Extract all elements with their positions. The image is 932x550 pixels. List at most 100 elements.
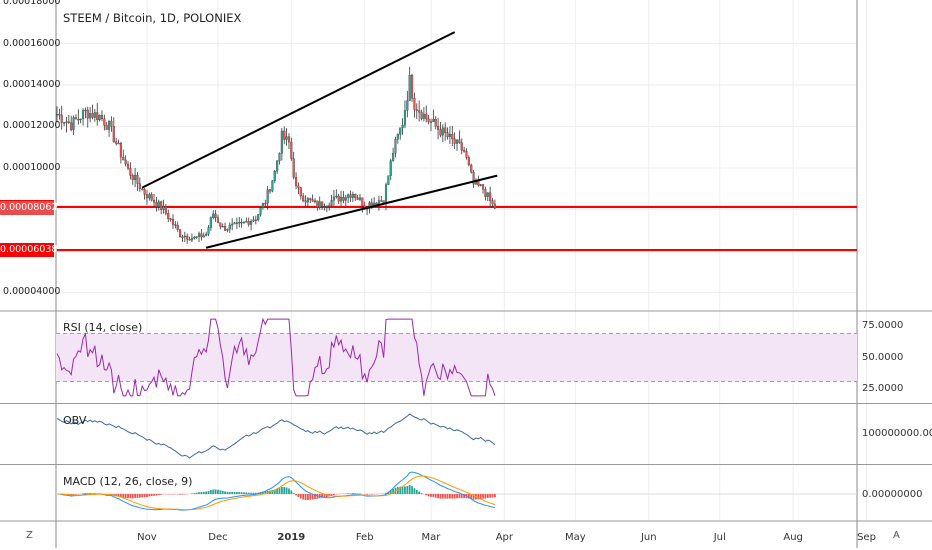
candle-body: [193, 237, 196, 239]
macd-histogram-bar: [477, 494, 480, 500]
macd-tick: 0.00000000: [862, 489, 923, 500]
macd-histogram-bar: [150, 494, 153, 497]
chart-title: STEEM / Bitcoin, 1D, POLONIEX: [63, 11, 242, 25]
candle-body: [302, 195, 305, 201]
candle-body: [325, 205, 328, 208]
candle-body: [216, 217, 220, 223]
candle-body: [226, 228, 229, 231]
macd-histogram-bar: [325, 494, 328, 498]
macd-histogram-bar: [285, 487, 288, 494]
macd-histogram-bar: [399, 486, 402, 494]
candle-body: [164, 206, 167, 214]
macd-histogram-bar: [311, 494, 314, 500]
candle-body: [306, 198, 309, 203]
macd-histogram-bar: [283, 487, 286, 494]
macd-histogram-bar: [449, 494, 451, 499]
candle-body: [89, 113, 92, 119]
macd-histogram-bar: [273, 489, 276, 494]
candle-body: [410, 75, 414, 99]
candle-body: [84, 109, 87, 112]
candle-body: [231, 223, 234, 226]
candle-body: [115, 141, 118, 144]
macd-histogram-bar: [138, 494, 141, 498]
candle-body: [235, 222, 238, 224]
candle-body: [141, 188, 144, 190]
candle-body: [136, 174, 139, 184]
candle-body: [100, 115, 104, 120]
macd-histogram-bar: [470, 494, 473, 499]
candle-body: [103, 118, 106, 126]
candle-body: [297, 185, 300, 188]
candle-body: [240, 221, 243, 224]
macd-histogram-bar: [129, 494, 132, 499]
macd-histogram-bar: [250, 492, 252, 494]
macd-histogram-bar: [309, 494, 312, 500]
candle-body: [434, 119, 437, 127]
candle-body: [129, 168, 132, 176]
candle-body: [145, 194, 148, 199]
macd-histogram-bar: [290, 490, 293, 494]
macd-histogram-bar: [479, 494, 482, 499]
candle-body: [337, 195, 340, 202]
macd-histogram-bar: [233, 491, 236, 494]
candle-body: [427, 118, 430, 122]
rsi-tick-75: 75.0000: [862, 320, 904, 331]
candle-body: [387, 175, 390, 185]
candle-body: [415, 109, 418, 111]
candle-body: [361, 197, 364, 207]
macd-histogram-bar: [127, 494, 129, 499]
candle-body: [354, 193, 357, 198]
macd-histogram-bar: [231, 491, 234, 494]
candle-body: [489, 192, 492, 201]
candle-body: [292, 158, 295, 178]
candle-body: [389, 160, 392, 176]
macd-histogram-bar: [456, 494, 458, 499]
macd-histogram-bar: [264, 491, 267, 494]
candle-body: [287, 136, 291, 143]
rsi-line: [56, 317, 496, 397]
macd-histogram-bar: [280, 486, 283, 494]
macd-histogram-bar: [354, 493, 357, 494]
candle-body: [254, 219, 257, 222]
macd-histogram-bar: [314, 494, 316, 500]
macd-histogram-bar: [446, 494, 449, 499]
macd-histogram-bar: [425, 494, 428, 496]
macd-histogram-bar: [136, 494, 139, 498]
candle-body: [477, 180, 480, 186]
candle-body: [429, 121, 433, 123]
obv-label: OBV: [63, 414, 87, 427]
macd-histogram-bar: [439, 494, 442, 499]
x-axis-label: Jun: [640, 532, 657, 543]
macd-label: MACD (12, 26, close, 9): [63, 475, 193, 488]
macd-histogram-bar: [307, 494, 309, 500]
candle-body: [202, 235, 205, 238]
macd-histogram-bar: [404, 486, 406, 494]
macd-histogram-bar: [153, 494, 155, 496]
auto-scale-button[interactable]: A: [893, 530, 900, 541]
rsi-tick-25: 25.0000: [862, 383, 904, 394]
candle-body: [401, 125, 404, 129]
rsi-band: [56, 333, 857, 382]
candle-body: [190, 238, 193, 241]
macd-signal-line: [56, 475, 496, 511]
candle-body: [188, 239, 191, 241]
macd-histogram-bar: [411, 486, 413, 494]
x-axis-label: Jul: [713, 532, 726, 543]
x-axis-label: Mar: [421, 532, 441, 543]
zoom-toggle-button[interactable]: Z: [26, 530, 33, 541]
candle-body: [167, 213, 170, 219]
candle-body: [252, 219, 255, 222]
candle-body: [200, 233, 203, 238]
macd-histogram-bar: [415, 489, 418, 494]
candle-body: [458, 139, 461, 143]
macd-histogram-bar: [316, 494, 319, 499]
candle-body: [330, 200, 333, 206]
candle-body: [160, 201, 163, 210]
price-tag: 0.00008062: [0, 201, 58, 216]
candle-body: [268, 189, 272, 192]
macd-histogram-bar: [288, 488, 290, 494]
candle-body: [467, 157, 470, 166]
candle-body: [444, 127, 447, 133]
candle-body: [290, 141, 293, 159]
macd-histogram-bar: [72, 494, 75, 495]
